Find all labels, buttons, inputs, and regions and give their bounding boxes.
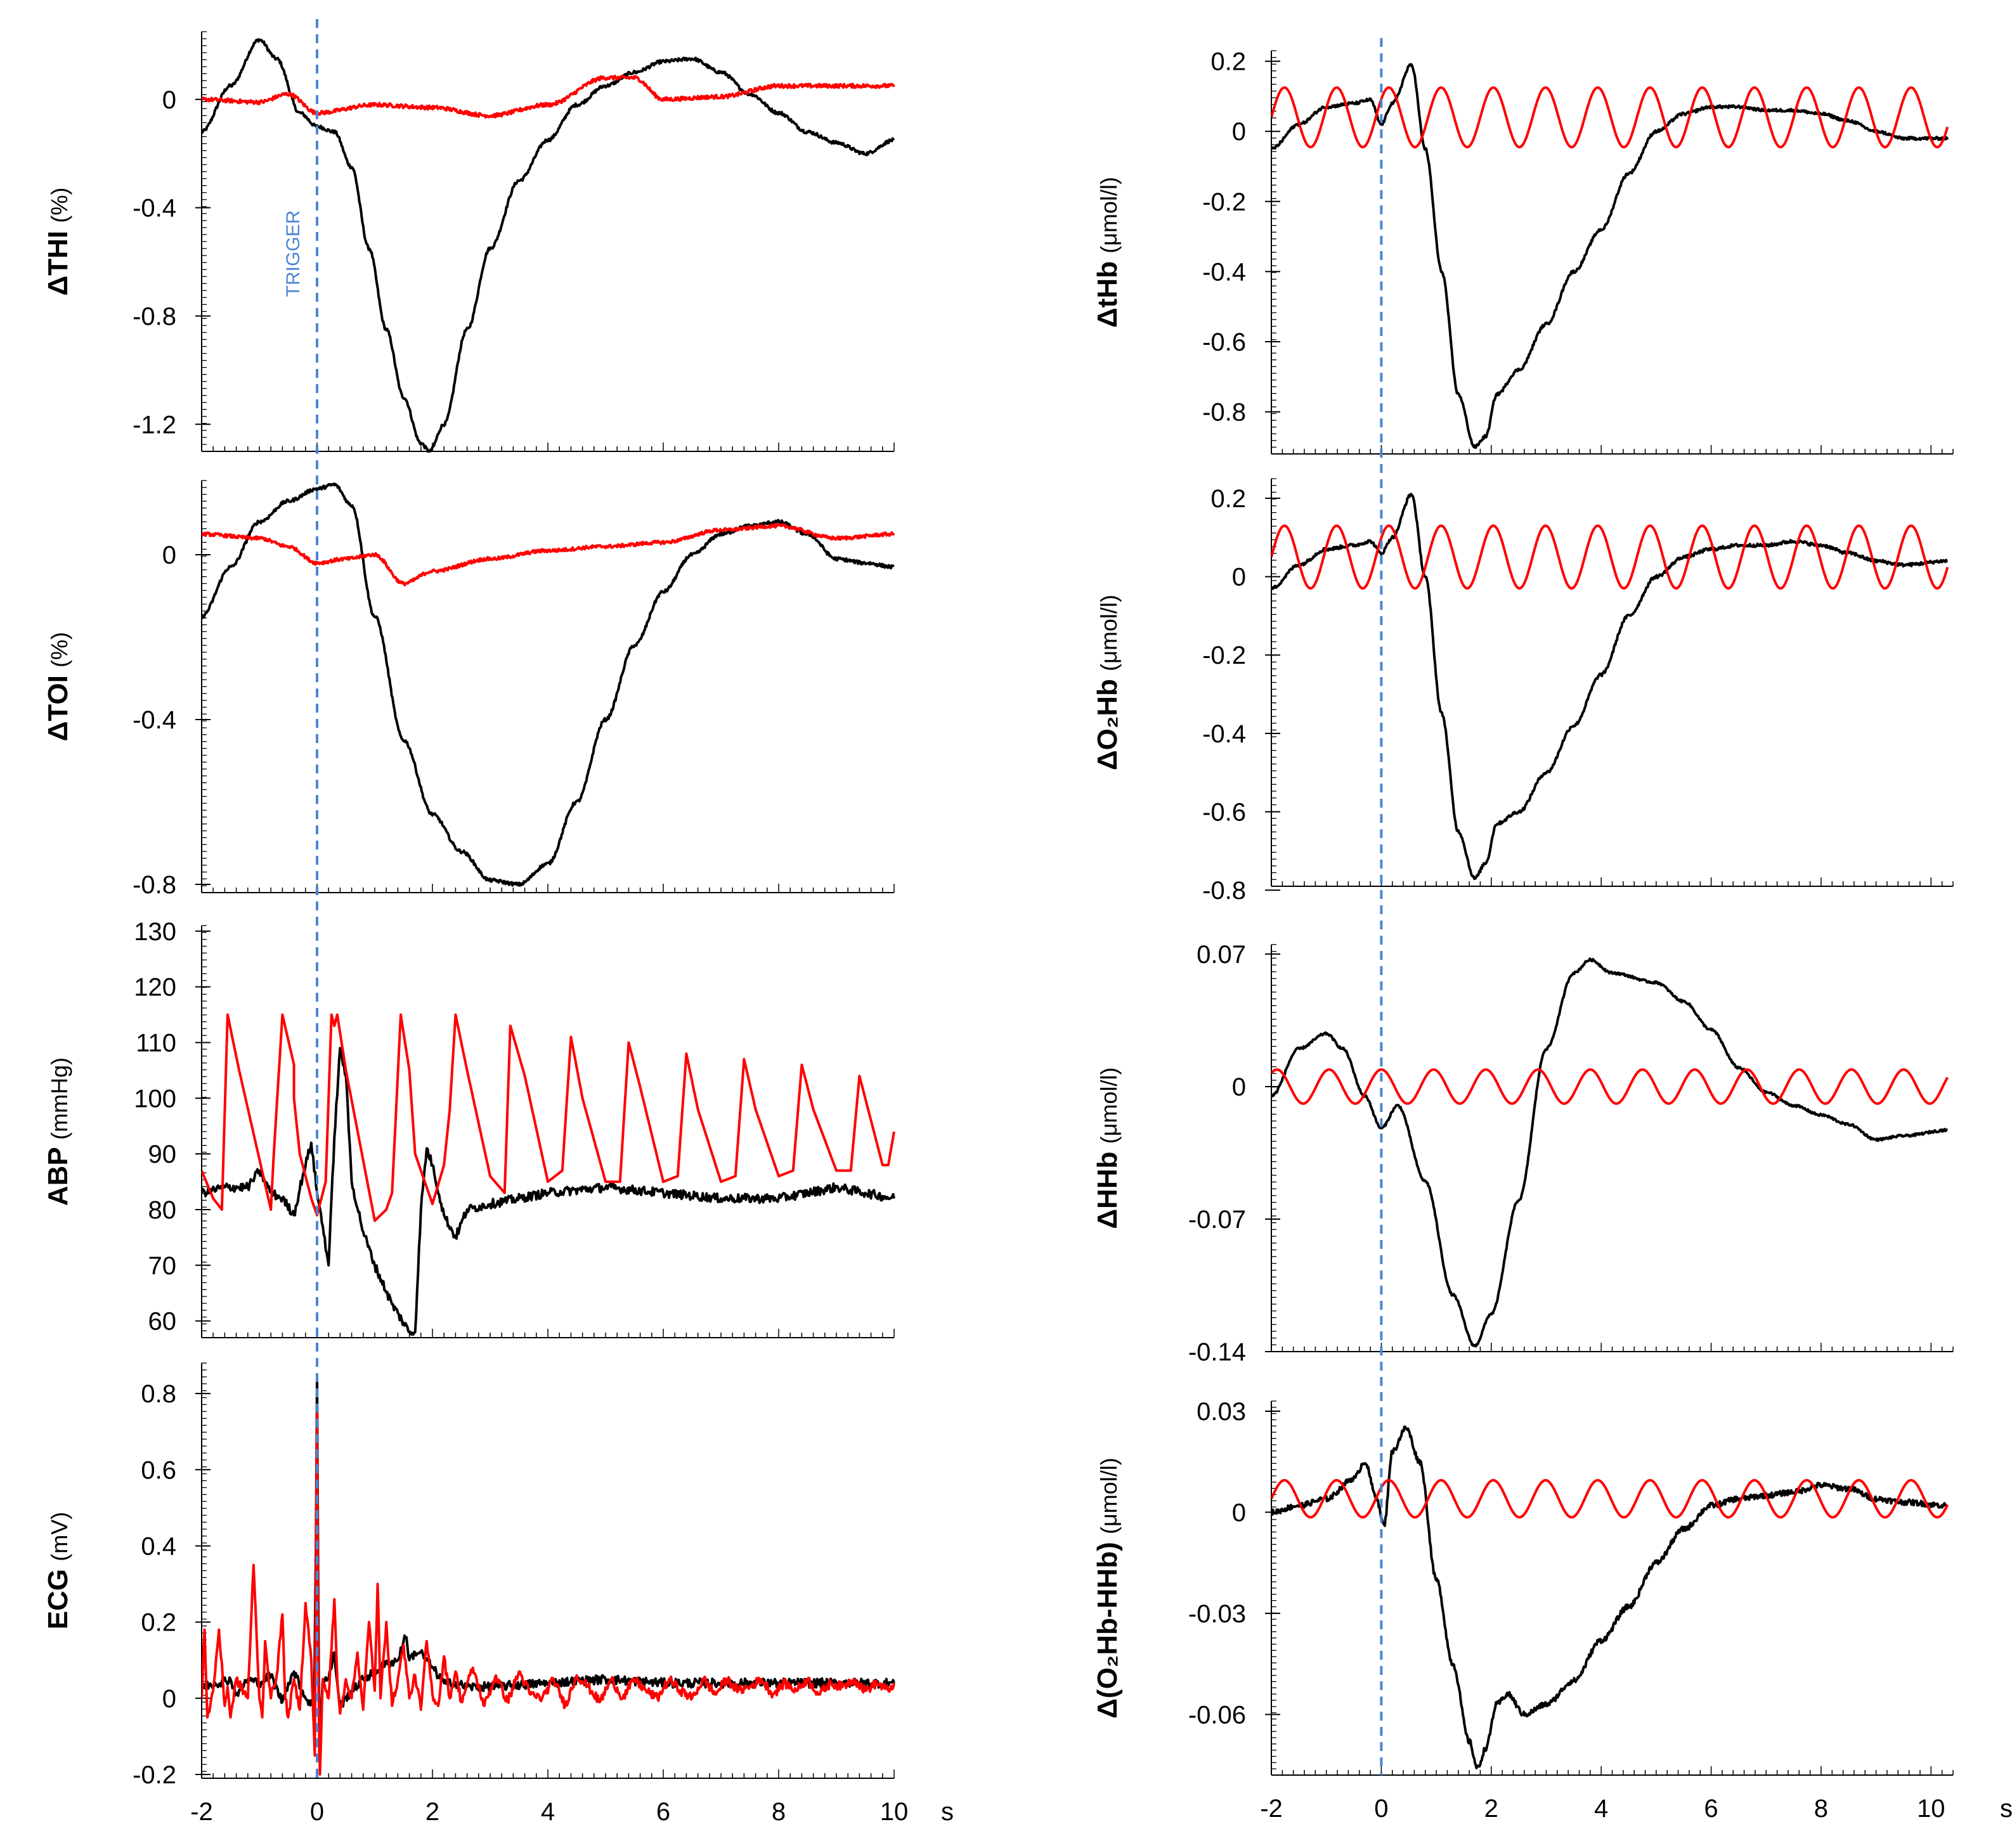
y-tick-label: 0 bbox=[162, 541, 176, 569]
x-tick-label-right: 8 bbox=[1814, 1795, 1828, 1823]
y-tick-label: 0 bbox=[162, 1685, 176, 1713]
series-line-red-thi bbox=[202, 74, 895, 119]
y-tick-label: 0.2 bbox=[1210, 48, 1246, 76]
panel-toi: 0 -0.4 -0.8 ΔTOI (%) bbox=[42, 480, 895, 899]
panel-hhb: 0.07 0 -0.07 -0.14 ΔHHb (μmol/l) bbox=[1092, 941, 1954, 1366]
x-tick-label-left: 2 bbox=[425, 1798, 439, 1826]
y-tick-label: 130 bbox=[134, 918, 176, 946]
series-line-red-diff bbox=[1271, 1478, 1949, 1519]
y-axis-title-thb: ΔtHb (μmol/l) bbox=[1092, 177, 1123, 328]
y-tick-label: 0.2 bbox=[1210, 485, 1246, 513]
series-line-black-diff bbox=[1271, 1425, 1949, 1769]
x-tick-label-right: 6 bbox=[1704, 1795, 1718, 1823]
x-tick-label-left: 8 bbox=[772, 1798, 786, 1826]
series-line-black-hhb bbox=[1271, 957, 1949, 1348]
y-tick-label: -0.6 bbox=[1202, 328, 1246, 356]
y-tick-label: 60 bbox=[148, 1308, 177, 1336]
y-tick-label: 0 bbox=[1232, 564, 1246, 591]
y-axis-title-hhb: ΔHHb (μmol/l) bbox=[1092, 1067, 1123, 1229]
y-tick-label: -0.4 bbox=[1202, 258, 1246, 286]
y-tick-label: 0.4 bbox=[141, 1532, 176, 1560]
y-tick-label: 90 bbox=[148, 1140, 177, 1168]
y-tick-label: -1.2 bbox=[133, 411, 176, 439]
y-tick-label: -0.8 bbox=[133, 871, 176, 899]
y-tick-label: 0.6 bbox=[141, 1456, 176, 1484]
y-axis-title-toi: ΔTOI (%) bbox=[42, 632, 74, 741]
series-line-red-hhb bbox=[1271, 1068, 1949, 1105]
series-line-red-thb bbox=[1271, 86, 1949, 149]
x-tick-label-left: 6 bbox=[656, 1798, 670, 1826]
series-line-black-abp bbox=[202, 1047, 895, 1336]
series-line-black-toi bbox=[202, 482, 895, 887]
x-tick-label-right: -2 bbox=[1260, 1795, 1283, 1823]
x-tick-label-right: 2 bbox=[1484, 1795, 1498, 1823]
series-line-red-toi bbox=[202, 523, 895, 586]
series-line-red-ecg bbox=[202, 1407, 895, 1776]
y-tick-label: -0.8 bbox=[1202, 877, 1246, 905]
x-unit-label-right: s bbox=[2000, 1795, 2012, 1823]
y-tick-label: 0.03 bbox=[1197, 1398, 1246, 1426]
y-tick-label: -0.07 bbox=[1188, 1206, 1246, 1234]
series-line-red-abp bbox=[202, 1013, 895, 1222]
y-tick-label: 0.2 bbox=[141, 1609, 176, 1637]
panel-diff: 0.03 0 -0.03 -0.06 Δ(O₂Hb-HHb) (μmol/l) bbox=[1092, 1398, 1954, 1776]
y-tick-label: -0.8 bbox=[133, 302, 176, 330]
x-tick-label-right: 10 bbox=[1917, 1795, 1945, 1823]
y-tick-label: -0.03 bbox=[1188, 1600, 1246, 1628]
y-tick-label: 0.07 bbox=[1197, 941, 1246, 969]
series-line-red-o2hb bbox=[1271, 524, 1949, 590]
panel-o2hb: 0.2 0 -0.2 -0.4 -0.6 -0.8 ΔO₂Hb (μmol/l) bbox=[1092, 478, 1954, 905]
y-tick-label: -0.2 bbox=[1202, 642, 1246, 669]
y-tick-label: 110 bbox=[136, 1029, 176, 1057]
y-tick-label: 80 bbox=[148, 1196, 177, 1224]
y-tick-label: 0 bbox=[1232, 1499, 1246, 1527]
y-axis-title-thi: ΔTHI (%) bbox=[42, 188, 74, 296]
series-line-black-thb bbox=[1271, 63, 1949, 449]
y-tick-label: 0 bbox=[1232, 118, 1246, 146]
y-tick-label: 0 bbox=[162, 86, 176, 114]
y-tick-label: -0.2 bbox=[1202, 188, 1246, 216]
y-tick-label: 70 bbox=[148, 1252, 177, 1280]
y-tick-label: -0.06 bbox=[1188, 1701, 1246, 1729]
panel-ecg: 0.8 0.6 0.4 0.2 0 -0.2 ECG (mV) bbox=[42, 1362, 895, 1789]
panel-thb: 0.2 0 -0.2 -0.4 -0.6 -0.8 ΔtHb (μmol/l) bbox=[1092, 48, 1954, 455]
y-axis-title-diff: Δ(O₂Hb-HHb) (μmol/l) bbox=[1092, 1457, 1123, 1718]
y-tick-label: -0.14 bbox=[1188, 1338, 1246, 1366]
x-tick-label-left: 4 bbox=[541, 1798, 555, 1826]
y-tick-label: 0.8 bbox=[141, 1380, 176, 1408]
y-tick-label: 0 bbox=[1232, 1073, 1246, 1101]
y-tick-label: -0.4 bbox=[1202, 720, 1246, 748]
y-tick-label: 100 bbox=[134, 1085, 176, 1113]
series-line-black-thi bbox=[202, 38, 895, 453]
x-tick-label-right: 4 bbox=[1594, 1795, 1608, 1823]
y-tick-label: -0.6 bbox=[1202, 799, 1246, 827]
y-tick-label: -0.4 bbox=[133, 195, 176, 223]
y-axis-title-abp: ABP (mmHg) bbox=[42, 1057, 74, 1206]
y-axis-title-o2hb: ΔO₂Hb (μmol/l) bbox=[1092, 595, 1123, 770]
y-tick-label: -0.4 bbox=[133, 706, 176, 734]
panel-abp: 130 120 110 100 90 80 70 60 ABP (mmHg) bbox=[42, 918, 895, 1338]
x-tick-label-left: -2 bbox=[190, 1798, 213, 1826]
trigger-label: TRIGGER bbox=[283, 210, 304, 297]
x-tick-label-right: 0 bbox=[1374, 1795, 1388, 1823]
x-tick-label-left: 10 bbox=[880, 1798, 909, 1826]
y-tick-label: 120 bbox=[134, 974, 176, 1002]
panel-thi: 0 -0.4 -0.8 -1.2 ΔTHI (%) bbox=[42, 31, 895, 453]
x-unit-label-left: s bbox=[941, 1798, 954, 1826]
series-line-black-o2hb bbox=[1271, 493, 1949, 880]
y-tick-label: -0.2 bbox=[133, 1761, 176, 1789]
series-line-black-ecg bbox=[202, 1373, 895, 1757]
x-tick-label-left: 0 bbox=[310, 1798, 324, 1826]
y-axis-title-ecg: ECG (mV) bbox=[42, 1512, 74, 1630]
y-tick-label: -0.8 bbox=[1202, 399, 1246, 427]
